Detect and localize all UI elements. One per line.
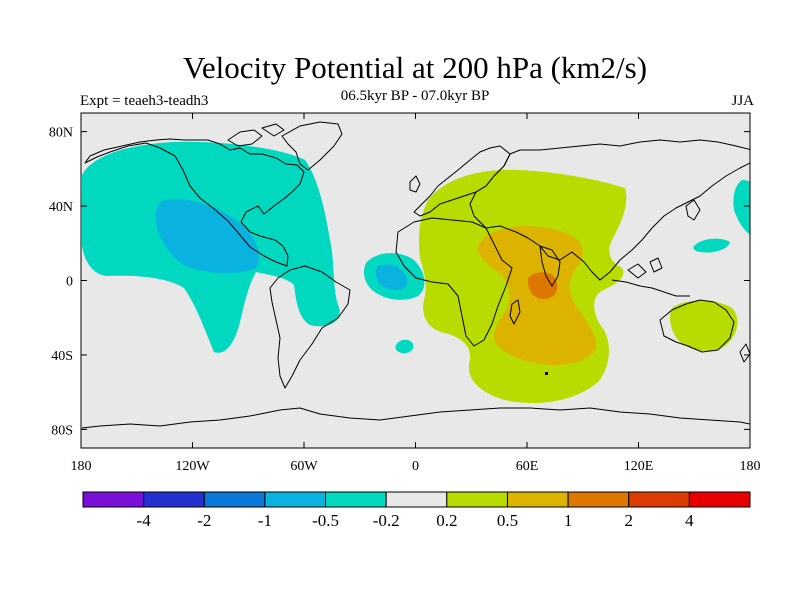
fill-neg-light-pacific-west [693, 238, 730, 253]
fill-neg-light-pacific-east [733, 180, 750, 235]
lon-tick-label: 0 [412, 459, 419, 474]
coast-greenland [281, 121, 343, 171]
lat-tick-label: 0 [66, 275, 73, 290]
fill-neg-light-south-atlantic [395, 339, 414, 354]
coast-uk [409, 175, 421, 193]
coast-south-america [269, 265, 351, 389]
fill-pos-high-indian-ocean [527, 272, 558, 300]
coastlines [81, 121, 750, 429]
lat-tick-label: 80N [49, 126, 73, 141]
colorbar-swatch [446, 491, 508, 508]
colorbar-swatch [143, 491, 205, 508]
experiment-label: Expt = teaeh3-teadh3 [80, 93, 209, 109]
colorbar-label: 0.2 [436, 511, 457, 530]
colorbar-swatch [82, 491, 145, 508]
lon-tick-label: 120W [175, 459, 210, 474]
coast-antarctica [81, 407, 750, 429]
colorbar-label: -0.5 [312, 511, 339, 530]
colorbar-labels: -4 -2 -1 -0.5 -0.2 0.2 0.5 1 2 4 [137, 511, 695, 530]
colorbar-label: -4 [137, 511, 152, 530]
lon-tick-label: 60E [516, 459, 539, 474]
colorbar-swatch [688, 491, 751, 508]
longitude-axis: 180 120W 60W 0 60E 120E 180 [71, 113, 761, 474]
season-label: JJA [731, 93, 754, 109]
map-subtitle: 06.5kyr BP - 07.0kyr BP [340, 88, 490, 104]
lon-tick-label: 180 [71, 459, 92, 474]
colorbar-swatch [264, 491, 327, 508]
colorbar-swatch [325, 491, 387, 508]
colorbar-swatch [567, 491, 630, 508]
colorbar-label: -2 [197, 511, 211, 530]
fill-pos-light-australia [670, 300, 738, 352]
colorbar-label: 0.5 [497, 511, 518, 530]
fill-neg-mid-atlantic [375, 264, 408, 291]
lon-tick-label: 120E [624, 459, 654, 474]
coast-africa [395, 217, 513, 347]
colorbar-swatch [385, 491, 448, 508]
coast-asia [469, 139, 750, 281]
latitude-axis: 80N 40N 0 40S 80S [49, 126, 750, 438]
colorbar-label: 1 [564, 511, 573, 530]
coast-madagascar [509, 299, 521, 325]
colorbar-swatch [203, 491, 266, 508]
coast-india [539, 245, 561, 287]
colorbar [82, 491, 751, 508]
colorbar-swatch [506, 491, 569, 508]
lon-tick-label: 180 [740, 459, 761, 474]
map-marker-dot [545, 372, 548, 375]
lon-tick-label: 60W [290, 459, 318, 474]
lat-tick-label: 40S [51, 349, 73, 364]
coast-arctic-islands [227, 123, 285, 147]
colorbar-label: -1 [258, 511, 272, 530]
coast-japan [685, 199, 701, 221]
coast-australia [659, 299, 735, 353]
colorbar-label: 2 [624, 511, 633, 530]
colorbar-label: -0.2 [373, 511, 400, 530]
fill-neg-mid-americas [155, 199, 260, 274]
contour-fills [82, 141, 750, 404]
coast-north-america [84, 138, 305, 267]
lat-tick-label: 40N [49, 200, 73, 215]
coast-indonesia [611, 257, 690, 297]
page-title: Velocity Potential at 200 hPa (km2/s) [182, 50, 648, 85]
coast-new-zealand [739, 343, 750, 363]
lat-tick-label: 80S [51, 423, 73, 438]
colorbar-label: 4 [685, 511, 694, 530]
colorbar-swatch [628, 491, 690, 508]
